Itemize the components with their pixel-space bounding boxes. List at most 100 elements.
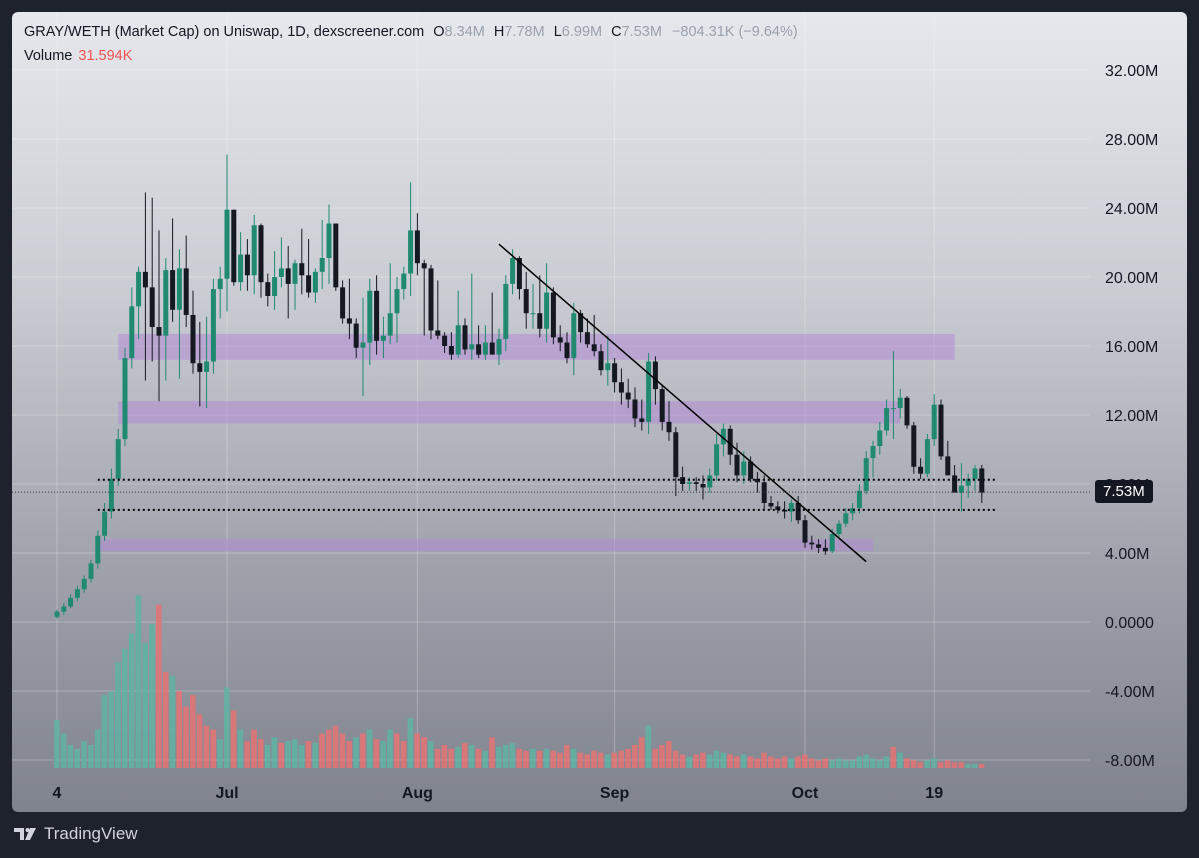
volume-bar	[890, 746, 896, 768]
volume-bar	[924, 760, 930, 768]
candle-body	[299, 263, 305, 276]
candle-body	[326, 223, 332, 259]
candle-body	[788, 502, 794, 512]
volume-bar	[693, 754, 699, 768]
candle-body	[530, 313, 536, 315]
candle-body	[584, 332, 590, 345]
volume-bar	[598, 752, 604, 768]
volume-bar	[237, 729, 244, 768]
volume-bar	[672, 750, 679, 768]
candle-body	[489, 342, 495, 355]
volume-bar	[135, 595, 142, 768]
close-value: 7.53M	[621, 24, 662, 40]
volume-bar	[856, 756, 862, 768]
candle-body	[176, 268, 182, 310]
candle-body	[482, 342, 488, 355]
candle-body	[693, 482, 699, 484]
volume-bar	[210, 729, 216, 768]
candle-body	[625, 392, 631, 400]
candle-body	[190, 314, 196, 364]
tradingview-logo-icon	[14, 828, 36, 840]
candle-body	[217, 278, 223, 290]
y-tick-label: -8.00M	[1105, 753, 1155, 770]
volume-bar	[176, 691, 182, 768]
candle-body	[95, 535, 101, 564]
close-label: C	[611, 24, 622, 40]
candle-body	[680, 477, 686, 484]
volume-bar	[183, 706, 189, 768]
candle-body	[469, 344, 475, 350]
volume-bar	[536, 750, 543, 768]
volume-bar	[475, 748, 482, 768]
y-tick-label: 4.00M	[1105, 546, 1149, 563]
candle-body	[265, 282, 271, 296]
low-value: 6.99M	[561, 24, 603, 40]
candle-body	[557, 337, 563, 343]
candle-body	[258, 225, 264, 283]
candle-body	[734, 454, 740, 476]
candle-body	[673, 432, 679, 478]
volume-bar	[489, 737, 495, 768]
volume-bar	[944, 760, 951, 768]
candle-body	[707, 475, 713, 488]
candle-body	[448, 346, 454, 355]
candle-body	[496, 339, 502, 355]
x-tick-label: Jul	[215, 785, 238, 802]
volume-bar	[768, 756, 774, 768]
volume-bar	[251, 729, 257, 768]
candle-body	[571, 313, 577, 359]
candle-body	[312, 271, 318, 293]
volume-bar	[387, 729, 393, 768]
candle-body	[156, 327, 162, 336]
low-label: L	[553, 24, 562, 40]
volume-bar	[115, 662, 121, 768]
volume-bar	[604, 754, 611, 768]
candle-body	[367, 290, 373, 343]
volume-bar	[230, 710, 237, 768]
candle-body	[863, 458, 869, 491]
volume-bar	[224, 687, 230, 768]
volume-value: 31.594K	[78, 48, 133, 64]
candle-body	[68, 597, 74, 607]
volume-bar	[904, 758, 910, 768]
volume-bar	[638, 737, 645, 768]
volume-bar	[849, 760, 856, 768]
candle-body	[197, 363, 203, 372]
candle-body	[142, 271, 148, 288]
volume-bar	[618, 750, 624, 768]
volume-bar	[319, 733, 325, 768]
candle-body	[795, 502, 801, 521]
volume-bar	[720, 752, 726, 768]
candle-body	[231, 209, 237, 283]
volume-bar	[373, 739, 380, 768]
candle-body	[163, 270, 169, 336]
volume-bar	[67, 744, 74, 768]
candle-body	[843, 513, 849, 524]
volume-bar	[482, 750, 488, 768]
volume-bar	[761, 752, 767, 768]
volume-bar	[468, 744, 475, 768]
candle-body	[605, 363, 611, 371]
candle-body	[829, 534, 835, 552]
candle-body	[958, 485, 964, 493]
candle-body	[945, 456, 951, 476]
candle-body	[890, 408, 896, 410]
volume-bar	[978, 764, 985, 768]
candle-body	[394, 289, 400, 314]
volume-bar	[298, 744, 305, 768]
candle-body	[435, 330, 441, 336]
volume-bar	[802, 754, 808, 768]
candle-body	[122, 358, 128, 440]
volume-bar	[196, 714, 203, 768]
volume-bar	[353, 737, 359, 768]
volume-bar	[822, 758, 828, 768]
candle-body	[952, 475, 958, 493]
candle-body	[659, 389, 665, 422]
candle-body	[897, 397, 903, 409]
candle-body	[870, 446, 876, 459]
candle-body	[360, 342, 366, 348]
candle-body	[476, 344, 482, 355]
volume-bar	[142, 643, 148, 768]
volume-bar	[897, 752, 903, 768]
volume-bar	[530, 748, 536, 768]
